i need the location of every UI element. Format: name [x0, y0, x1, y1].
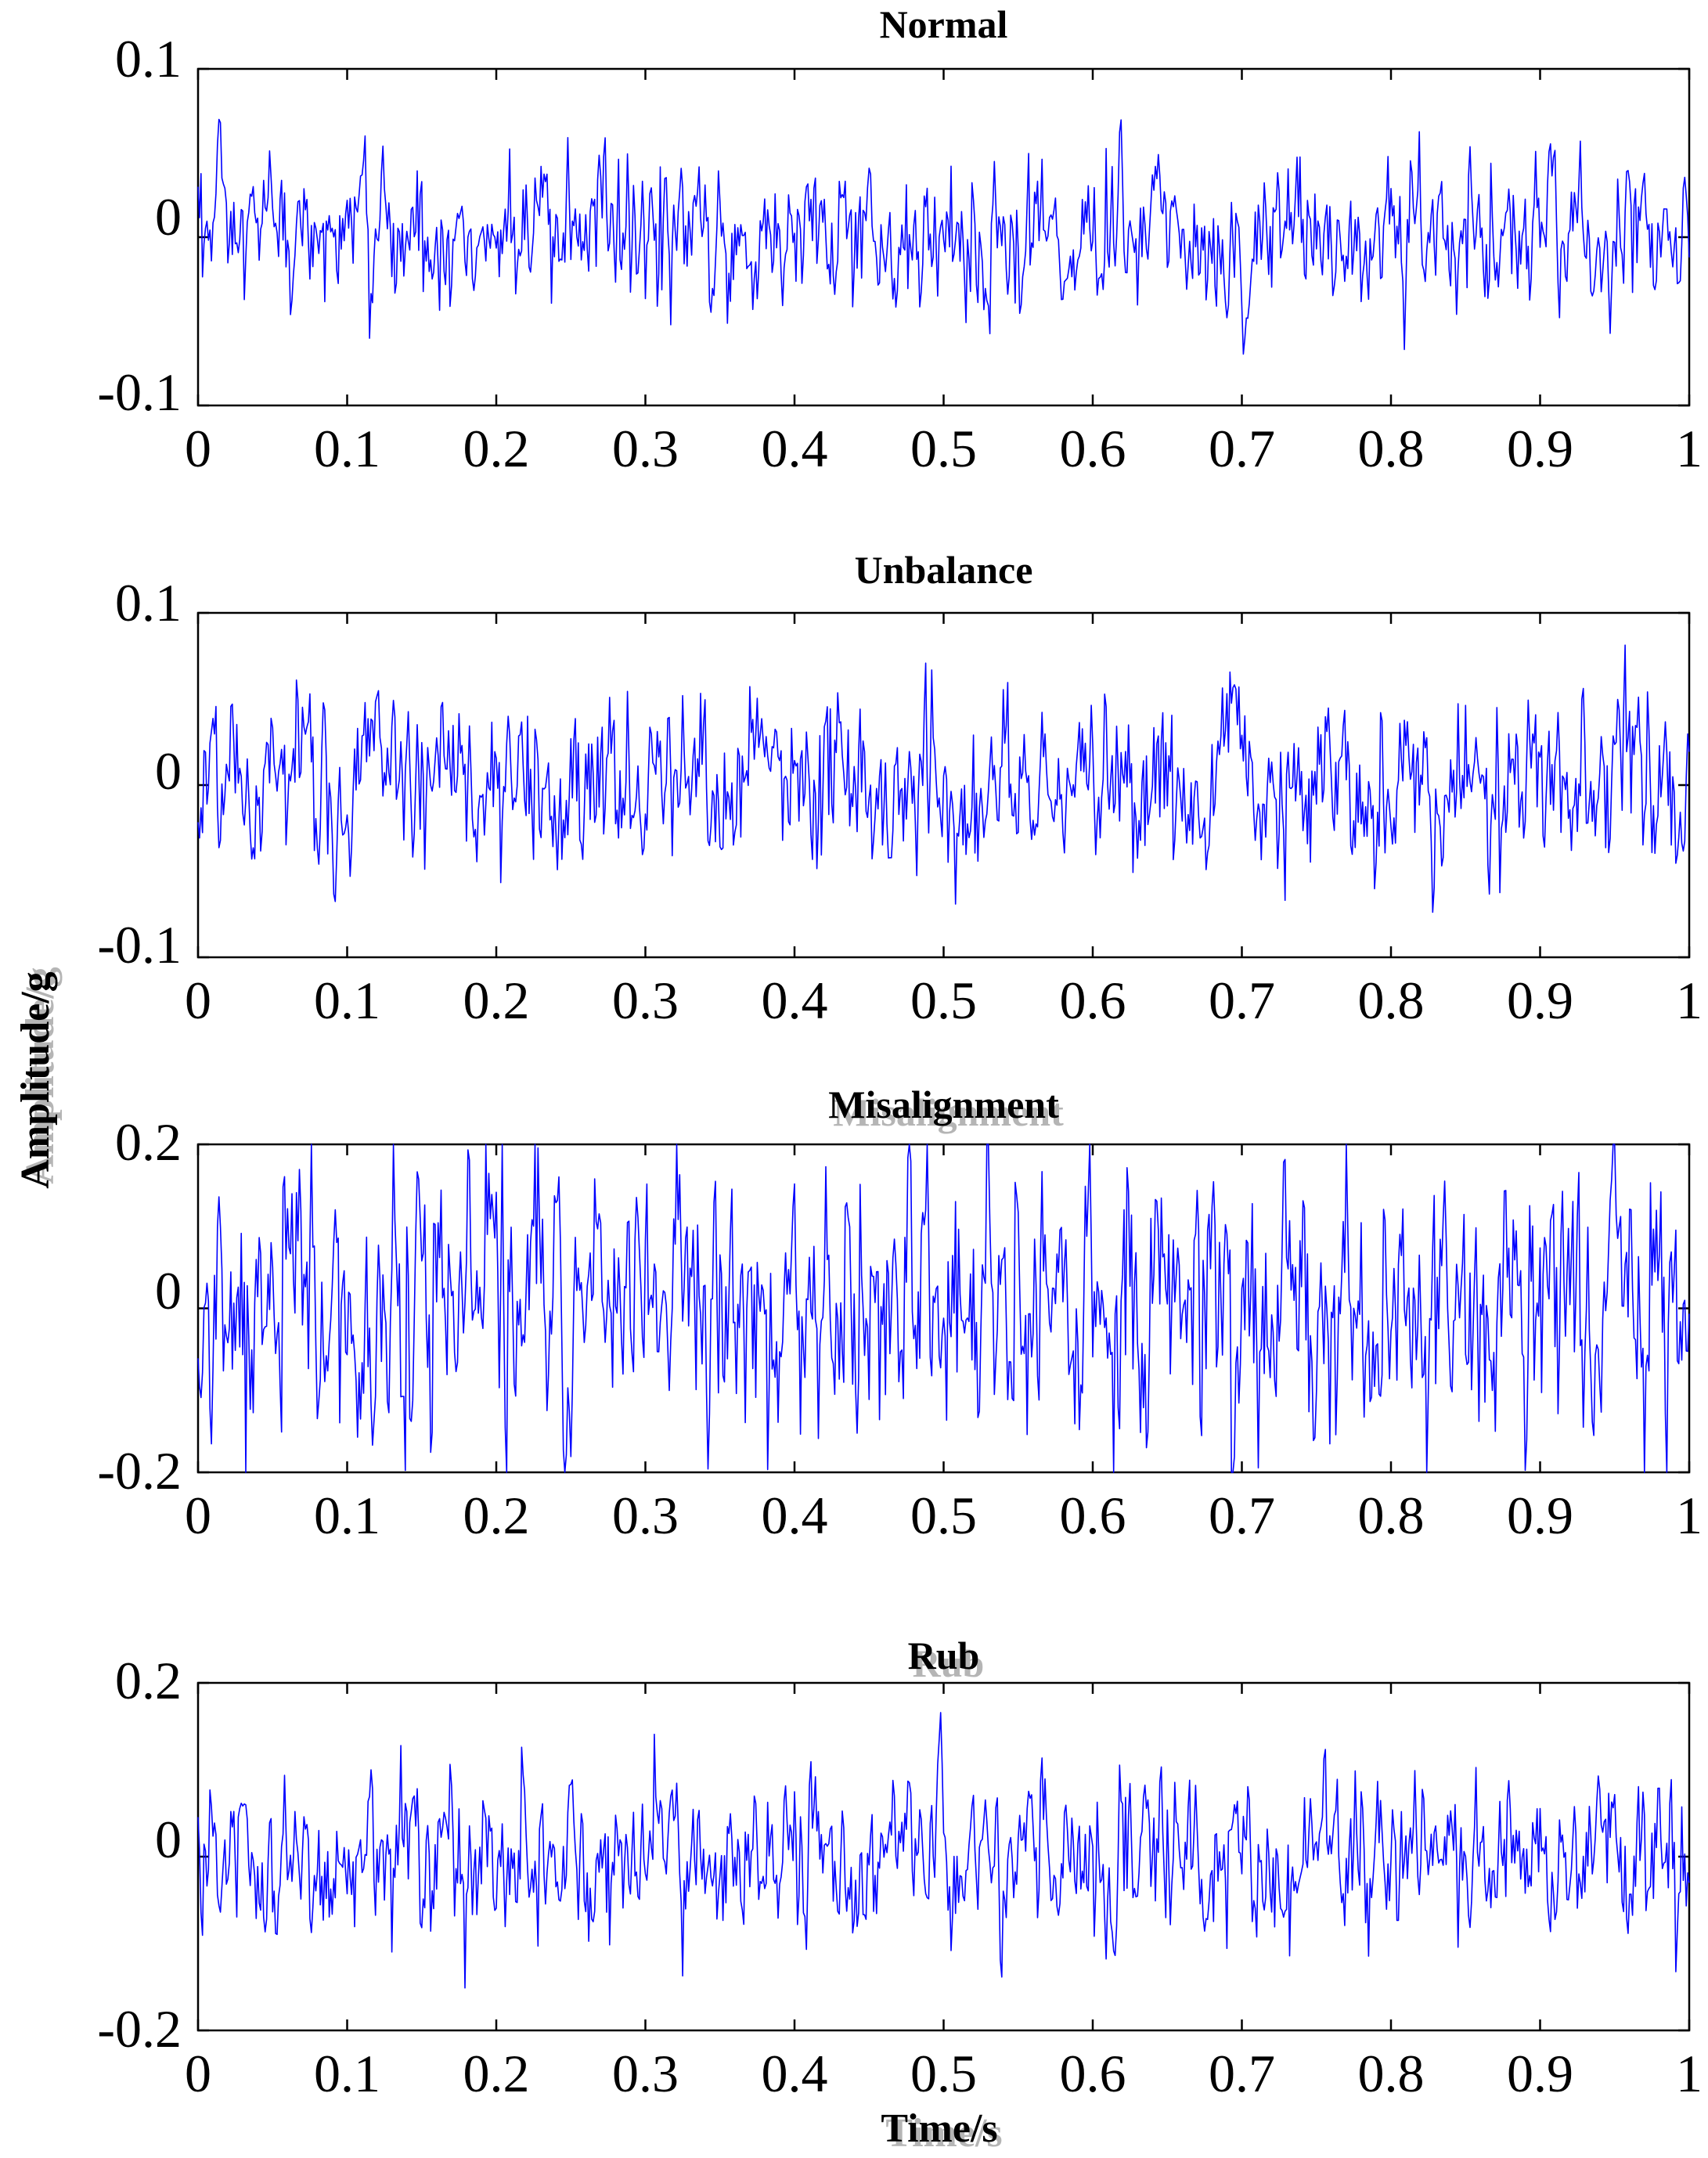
x-tick-label: 0.3 [612, 971, 679, 1030]
panel-title: Unbalance [855, 548, 1033, 592]
x-tick-label: 0.8 [1358, 2044, 1425, 2103]
x-tick-label: 0.9 [1507, 419, 1573, 478]
y-tick-label: -0.2 [97, 1999, 182, 2059]
x-tick-label: 1 [1676, 2044, 1703, 2103]
signal-trace [197, 1144, 1690, 1473]
x-tick-label: 0.8 [1358, 419, 1425, 478]
x-tick-label: 0.2 [463, 971, 530, 1030]
panel-title: Rub [908, 1634, 980, 1677]
x-tick-label: 0.6 [1060, 1486, 1126, 1545]
x-tick-label: 0 [185, 419, 211, 478]
x-tick-label: 0.6 [1060, 419, 1126, 478]
x-tick-label: 0.2 [463, 419, 530, 478]
panel-title: Normal [880, 2, 1008, 46]
x-tick-label: 0.1 [314, 2044, 380, 2103]
x-tick-label: 0.3 [612, 1486, 679, 1545]
y-tick-label: -0.1 [97, 362, 182, 422]
y-axis-label-group: Amplitude/g Amplitude/g [13, 967, 63, 1188]
signal-trace [197, 1712, 1690, 1989]
panel-title: Misalignment [828, 1083, 1059, 1126]
x-tick-label: 0.1 [314, 1486, 380, 1545]
x-tick-label: 0.9 [1507, 2044, 1573, 2103]
x-tick-label: 0.2 [463, 2044, 530, 2103]
x-tick-label: 0.2 [463, 1486, 530, 1545]
x-tick-label: 0.8 [1358, 971, 1425, 1030]
signal-trace [197, 118, 1690, 355]
x-tick-label: 0.6 [1060, 2044, 1126, 2103]
x-tick-label: 1 [1676, 419, 1703, 478]
x-tick-label: 0.6 [1060, 971, 1126, 1030]
y-tick-label: 0.2 [115, 1651, 182, 1710]
x-tick-label: 0.4 [762, 2044, 828, 2103]
y-tick-label: -0.2 [97, 1441, 182, 1501]
x-tick-label: 0.1 [314, 419, 380, 478]
x-tick-label: 0.3 [612, 419, 679, 478]
y-tick-label: 0.2 [115, 1112, 182, 1172]
x-tick-label: 0.9 [1507, 1486, 1573, 1545]
y-tick-label: 0.1 [115, 29, 182, 88]
y-tick-label: -0.1 [97, 915, 182, 975]
x-tick-label: 0 [185, 1486, 211, 1545]
x-tick-label: 0.7 [1209, 2044, 1275, 2103]
x-tick-label: 0.7 [1209, 419, 1275, 478]
x-tick-label: 0.5 [910, 2044, 977, 2103]
x-tick-label: 0.4 [762, 971, 828, 1030]
x-tick-label: 0.5 [910, 1486, 977, 1545]
x-tick-label: 0.1 [314, 971, 380, 1030]
axes-frame [196, 1681, 1691, 2032]
x-tick-label: 0.7 [1209, 1486, 1275, 1545]
y-axis-label-shadow: Amplitude/g [18, 967, 63, 1183]
x-tick-label: 0 [185, 971, 211, 1030]
subplot-unbalance: Unbalance 0 0.1 0.2 0.3 0.4 0.5 0.6 0.7 0.8 0.9 1 0.… [97, 548, 1703, 1030]
x-tick-label: 0 [185, 2044, 211, 2103]
y-tick-label: 0.1 [115, 573, 182, 632]
x-tick-label: 0.4 [762, 1486, 828, 1545]
x-tick-label: 0.9 [1507, 971, 1573, 1030]
x-tick-label: 1 [1676, 1486, 1703, 1545]
axes-frame [196, 1143, 1691, 1474]
x-tick-label: 0.4 [762, 419, 828, 478]
x-tick-label: 0.8 [1358, 1486, 1425, 1545]
x-tick-label: 0.3 [612, 2044, 679, 2103]
y-axis-label: Amplitude/g [13, 971, 58, 1188]
x-tick-label: 0.5 [910, 971, 977, 1030]
y-tick-label: 0 [155, 187, 182, 247]
x-tick-label: 1 [1676, 971, 1703, 1030]
y-tick-label: 0 [155, 1810, 182, 1869]
x-axis-label: Time/s [881, 2106, 997, 2151]
x-axis-label-shadow: Time/s [885, 2111, 1002, 2156]
x-tick-label: 0.7 [1209, 971, 1275, 1030]
panel-title-shadow: Rub [913, 1641, 985, 1685]
y-tick-label: 0 [155, 741, 182, 801]
x-tick-label: 0.5 [910, 419, 977, 478]
panel-title-shadow: Misalignment [833, 1090, 1064, 1134]
y-tick-label: 0 [155, 1261, 182, 1320]
signal-trace [197, 644, 1690, 913]
